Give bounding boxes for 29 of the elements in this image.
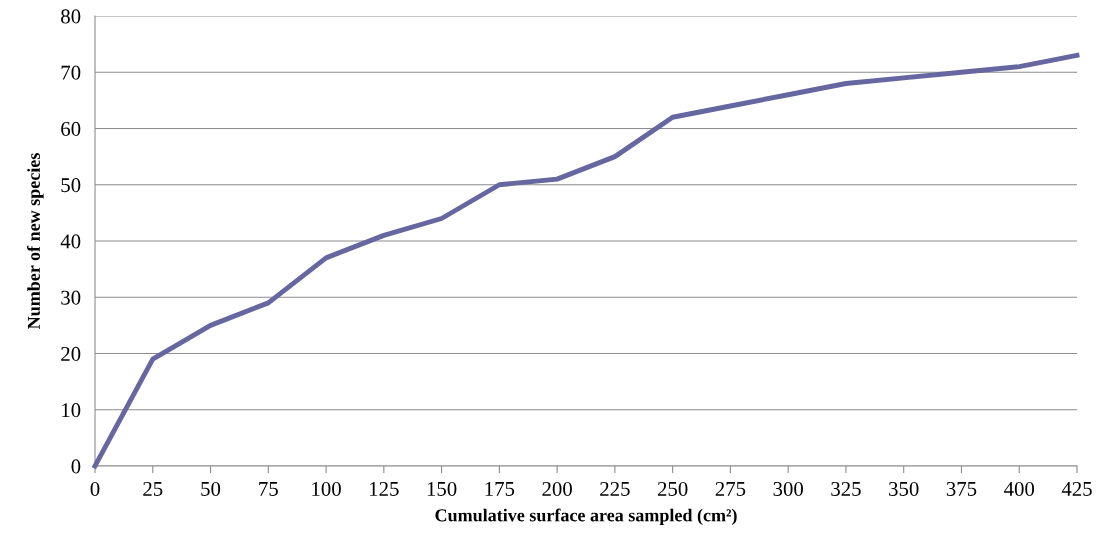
x-tick-label: 375	[946, 481, 977, 496]
y-tick-label: 40	[60, 234, 81, 249]
y-tick-label: 50	[61, 178, 81, 193]
x-tick-label: 150	[427, 481, 457, 496]
x-tick-label: 25	[143, 481, 163, 496]
x-tick-label: 300	[773, 481, 804, 496]
x-tick-label: 275	[715, 481, 746, 496]
x-tick-label: 225	[600, 481, 630, 496]
y-tick-label: 0	[71, 459, 81, 474]
y-tick-label: 20	[61, 346, 81, 361]
y-tick-label: 30	[61, 290, 81, 305]
y-tick-label: 70	[61, 65, 81, 80]
x-tick-label: 0	[90, 481, 100, 496]
y-tick-label: 60	[61, 121, 81, 136]
y-tick-label: 10	[62, 403, 81, 418]
x-tick-label: 125	[370, 481, 399, 496]
x-tick-label: 100	[312, 481, 341, 496]
x-tick-label: 400	[1004, 481, 1035, 496]
x-axis-title: Cumulative surface area sampled (cm²)	[435, 508, 737, 526]
x-tick-label: 250	[657, 481, 688, 496]
x-tick-label: 425	[1061, 481, 1092, 496]
x-tick-label: 350	[889, 481, 919, 496]
x-tick-label: 50	[201, 481, 221, 496]
x-tick-label: 325	[831, 481, 861, 496]
x-tick-label: 75	[259, 482, 278, 496]
x-tick-label: 200	[542, 481, 572, 496]
y-axis-title: Number of new species	[27, 153, 44, 330]
y-tick-label: 80	[61, 9, 81, 24]
x-tick-label: 175	[485, 481, 515, 496]
